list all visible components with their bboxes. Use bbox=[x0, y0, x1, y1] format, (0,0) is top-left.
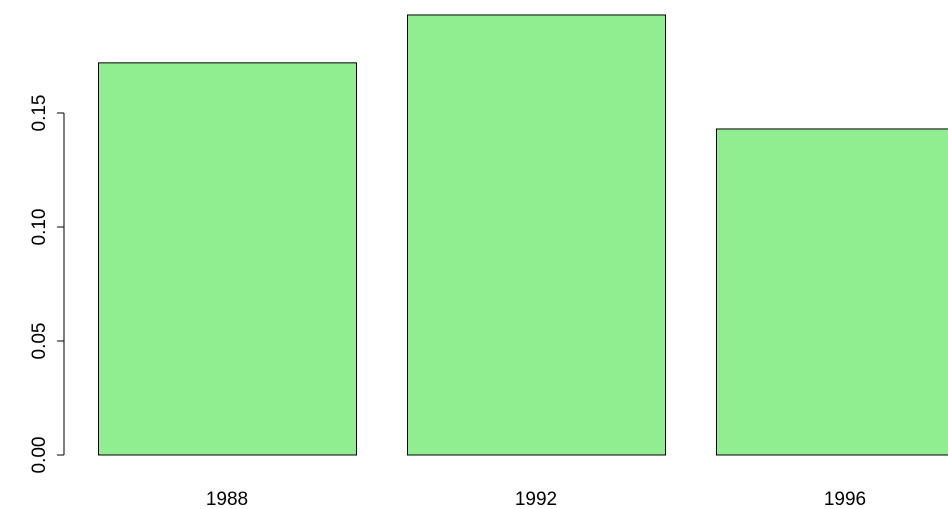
x-tick-label: 1988 bbox=[206, 489, 248, 509]
y-tick-label: 0.10 bbox=[29, 209, 50, 246]
x-tick-label: 1992 bbox=[515, 489, 557, 509]
y-tick-label: 0.00 bbox=[29, 437, 50, 474]
bar bbox=[98, 62, 357, 456]
y-tick-label: 0.15 bbox=[29, 95, 50, 132]
x-tick-label: 1996 bbox=[824, 489, 866, 509]
y-tick-label: 0.05 bbox=[29, 323, 50, 360]
bar bbox=[407, 14, 666, 456]
bar bbox=[716, 128, 948, 456]
